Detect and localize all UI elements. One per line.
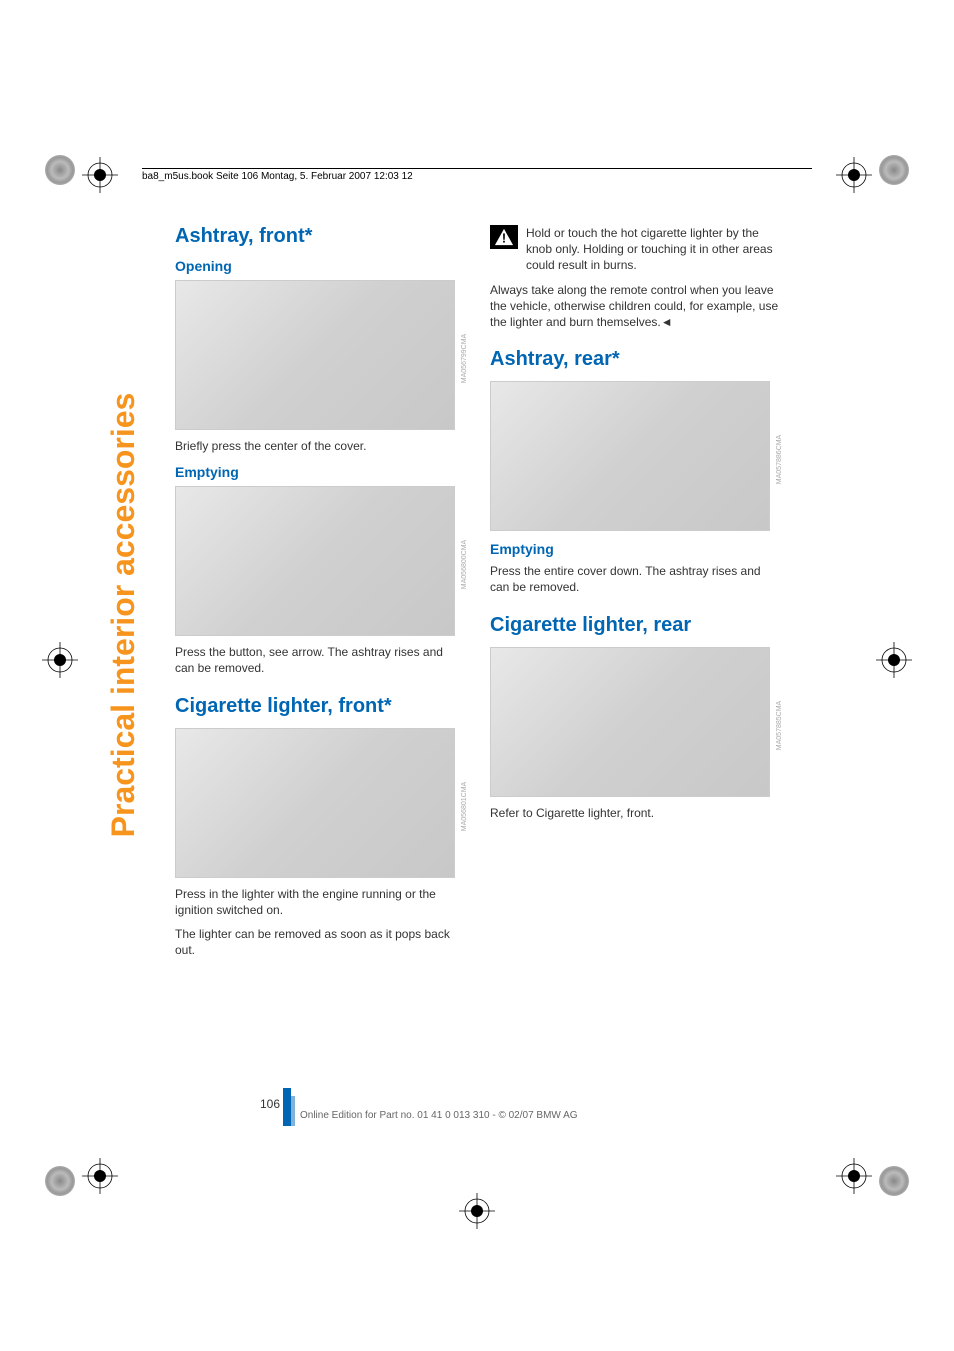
heading-lighter-front: Cigarette lighter, front*	[175, 695, 465, 718]
running-head: ba8_m5us.book Seite 106 Montag, 5. Febru…	[142, 168, 812, 182]
figure-lighter-front	[175, 728, 455, 878]
registration-mark	[874, 640, 914, 680]
sidebar-chapter-title: Practical interior accessories	[105, 393, 142, 838]
warning-icon: !	[490, 225, 518, 249]
page-bar	[283, 1088, 291, 1126]
subheading-emptying-rear: Emptying	[490, 541, 780, 557]
registration-mark	[80, 155, 120, 195]
svg-text:!: !	[502, 230, 506, 245]
figure-lighter-rear	[490, 647, 770, 797]
registration-mark	[40, 640, 80, 680]
heading-ashtray-rear: Ashtray, rear*	[490, 348, 780, 371]
heading-ashtray-front: Ashtray, front*	[175, 225, 465, 248]
figure-ashtray-front-opening	[175, 280, 455, 430]
text-emptying-rear: Press the entire cover down. The ashtray…	[490, 563, 780, 595]
corner-mark	[879, 1166, 909, 1196]
registration-mark	[834, 155, 874, 195]
heading-lighter-rear: Cigarette lighter, rear	[490, 614, 780, 637]
corner-mark	[45, 1166, 75, 1196]
warning-text-2: Always take along the remote control whe…	[490, 282, 780, 331]
footer-text: Online Edition for Part no. 01 41 0 013 …	[300, 1110, 578, 1121]
subheading-emptying-front: Emptying	[175, 464, 465, 480]
page-number: 106	[260, 1097, 280, 1111]
corner-mark	[45, 155, 75, 185]
figure-ashtray-front-emptying	[175, 486, 455, 636]
end-mark-icon: ◄	[661, 315, 673, 329]
registration-mark	[834, 1156, 874, 1196]
registration-mark	[457, 1191, 497, 1231]
figure-ashtray-rear	[490, 381, 770, 531]
text-lighter-front-1: Press in the lighter with the engine run…	[175, 886, 465, 918]
corner-mark	[879, 155, 909, 185]
registration-mark	[80, 1156, 120, 1196]
warning-text-1: Hold or touch the hot cigarette lighter …	[526, 225, 780, 274]
text-lighter-front-2: The lighter can be removed as soon as it…	[175, 926, 465, 958]
right-column: ! Hold or touch the hot cigarette lighte…	[490, 225, 780, 966]
text-opening: Briefly press the center of the cover.	[175, 438, 465, 454]
warning-block: ! Hold or touch the hot cigarette lighte…	[490, 225, 780, 274]
text-emptying-front: Press the button, see arrow. The ashtray…	[175, 644, 465, 676]
subheading-opening: Opening	[175, 258, 465, 274]
page-bar-light	[291, 1096, 295, 1126]
page: ba8_m5us.book Seite 106 Montag, 5. Febru…	[0, 0, 954, 1351]
content-area: Ashtray, front* Opening Briefly press th…	[175, 225, 780, 966]
text-lighter-rear: Refer to Cigarette lighter, front.	[490, 805, 780, 821]
left-column: Ashtray, front* Opening Briefly press th…	[175, 225, 465, 966]
